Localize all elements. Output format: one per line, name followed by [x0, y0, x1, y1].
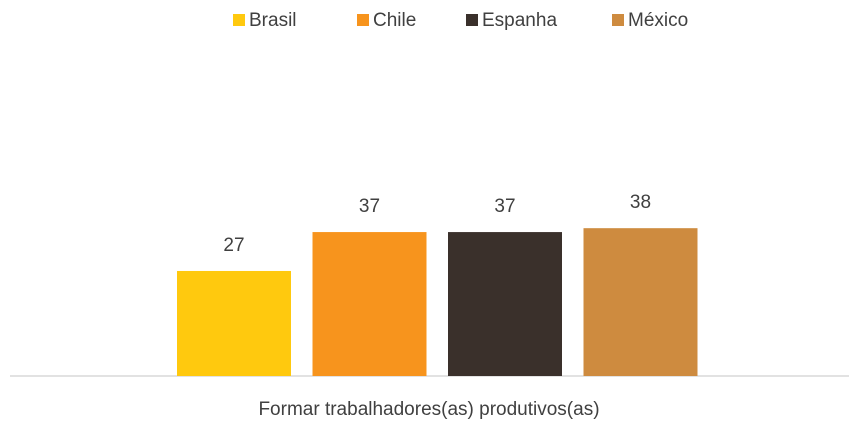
data-label: 37: [359, 196, 380, 217]
legend-swatch: [357, 14, 369, 26]
bar: [177, 270, 291, 376]
legend-label: Chile: [373, 10, 416, 31]
legend-swatch: [612, 14, 624, 26]
legend-label: Brasil: [249, 10, 297, 31]
bar: [448, 232, 562, 376]
data-label: 27: [223, 235, 244, 256]
legend-swatch: [233, 14, 245, 26]
legend-swatch: [466, 14, 478, 26]
bar: [583, 228, 698, 376]
data-label: 37: [494, 196, 515, 217]
legend-label: México: [628, 10, 688, 31]
data-label: 38: [630, 192, 651, 213]
bar: [312, 232, 427, 376]
x-tick-label: Formar trabalhadores(as) produtivos(as): [258, 399, 599, 420]
legend-label: Espanha: [482, 10, 557, 31]
